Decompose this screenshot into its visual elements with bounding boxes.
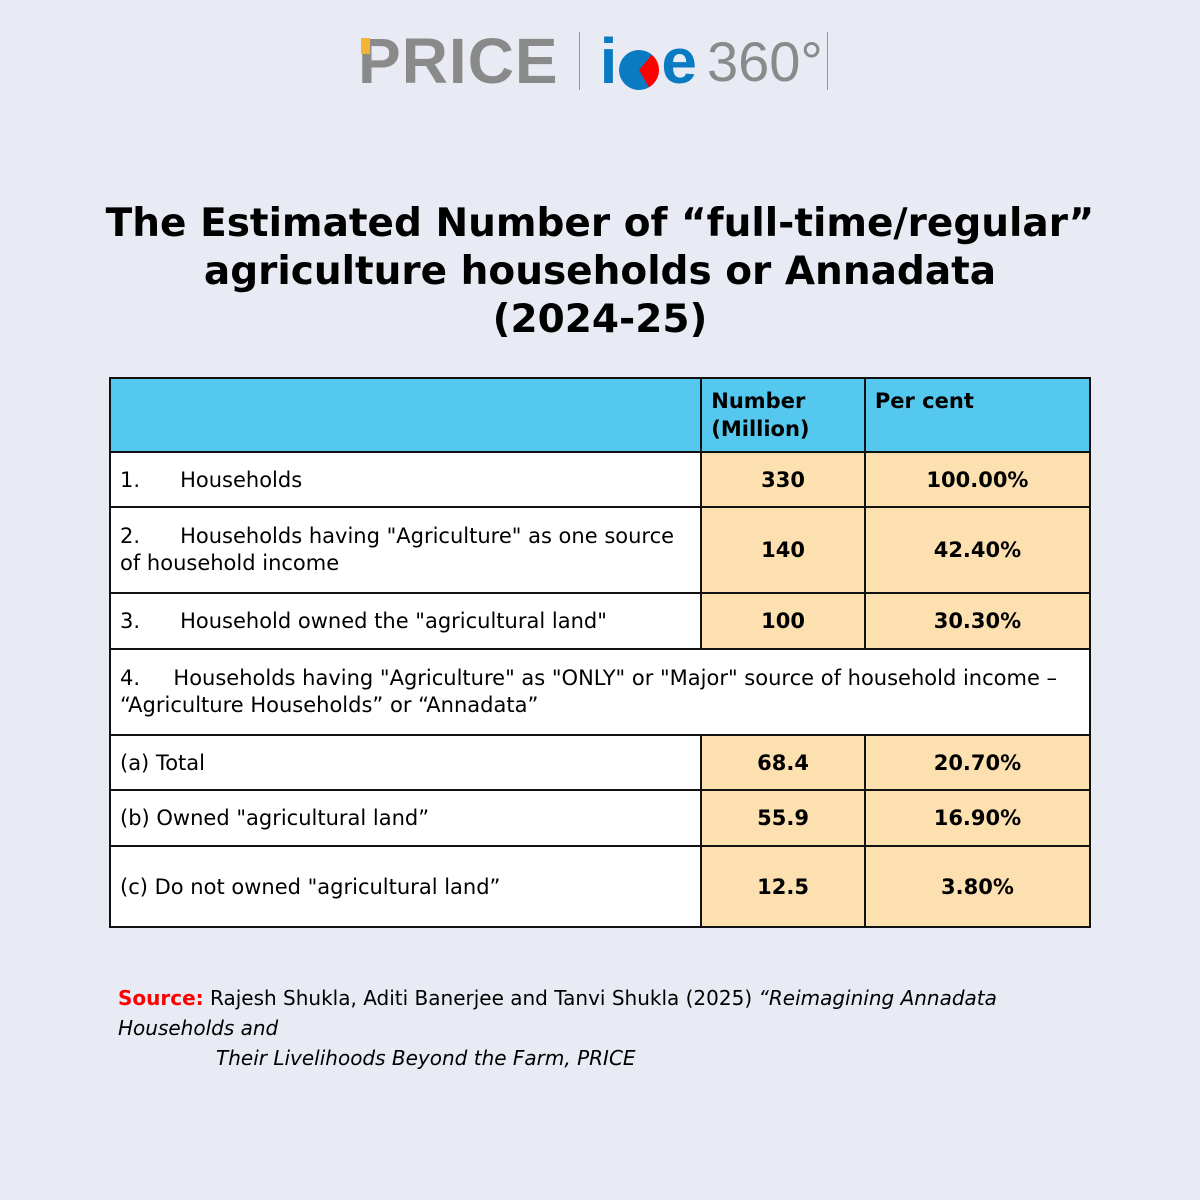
source-title: “Reimagining Annadata Households and bbox=[118, 986, 997, 1040]
table-row: (a) Total 68.4 20.70% bbox=[108, 734, 1092, 791]
divider bbox=[826, 32, 828, 90]
source-authors: Rajesh Shukla, Aditi Banerjee and Tanvi … bbox=[203, 986, 759, 1010]
row-percent: 3.80% bbox=[863, 845, 1092, 928]
title-line: agriculture households or Annadata bbox=[203, 249, 997, 294]
source-note: Source: Rajesh Shukla, Aditi Banerjee an… bbox=[118, 983, 1118, 1073]
price-logo: PRICE bbox=[358, 24, 559, 98]
row-number: 12.5 bbox=[700, 845, 866, 928]
row-number: 55.9 bbox=[700, 789, 866, 847]
row-label: (c) Do not owned "agricultural land” bbox=[108, 845, 703, 928]
row-number: 140 bbox=[700, 506, 866, 594]
table-header: Number (Million) Per cent bbox=[108, 377, 1092, 453]
360-text: 360° bbox=[706, 29, 823, 93]
table-row: 1. Households 330 100.00% bbox=[108, 451, 1092, 508]
section-label: 4. Households having "Agriculture" as "O… bbox=[109, 648, 1091, 736]
pie-icon bbox=[619, 50, 660, 90]
table-row: (b) Owned "agricultural land” 55.9 16.90… bbox=[108, 789, 1092, 847]
title-line: The Estimated Number of “full-time/regul… bbox=[105, 201, 1095, 246]
divider bbox=[578, 32, 580, 90]
page-title: The Estimated Number of “full-time/regul… bbox=[0, 200, 1200, 344]
row-label: 2. Households having "Agriculture" as on… bbox=[108, 506, 703, 594]
row-percent: 16.90% bbox=[863, 789, 1092, 847]
source-title-cont: Their Livelihoods Beyond the Farm, PRICE bbox=[216, 1046, 636, 1070]
header-number: Number (Million) bbox=[700, 377, 866, 453]
table-row: (c) Do not owned "agricultural land” 12.… bbox=[108, 845, 1092, 928]
row-number: 68.4 bbox=[700, 734, 866, 791]
row-label: (b) Owned "agricultural land” bbox=[108, 789, 703, 847]
title-line: (2024-25) bbox=[492, 297, 708, 342]
row-percent: 30.30% bbox=[863, 592, 1092, 650]
price-text: PRICE bbox=[358, 25, 559, 97]
row-percent: 20.70% bbox=[863, 734, 1092, 791]
row-label: 3. Household owned the "agricultural lan… bbox=[108, 592, 703, 650]
row-percent: 42.40% bbox=[863, 506, 1092, 594]
header-label bbox=[108, 377, 703, 453]
row-percent: 100.00% bbox=[863, 451, 1092, 508]
source-label: Source: bbox=[118, 986, 204, 1010]
header-percent: Per cent bbox=[863, 377, 1092, 453]
row-number: 330 bbox=[700, 451, 866, 508]
row-number: 100 bbox=[700, 592, 866, 650]
table-section-row: 4. Households having "Agriculture" as "O… bbox=[109, 648, 1091, 736]
data-table: Number (Million) Per cent 1. Households … bbox=[108, 377, 1092, 928]
table-row: 2. Households having "Agriculture" as on… bbox=[108, 506, 1092, 594]
row-label: (a) Total bbox=[108, 734, 703, 791]
table-row: 3. Household owned the "agricultural lan… bbox=[108, 592, 1092, 650]
row-label: 1. Households bbox=[108, 451, 703, 508]
